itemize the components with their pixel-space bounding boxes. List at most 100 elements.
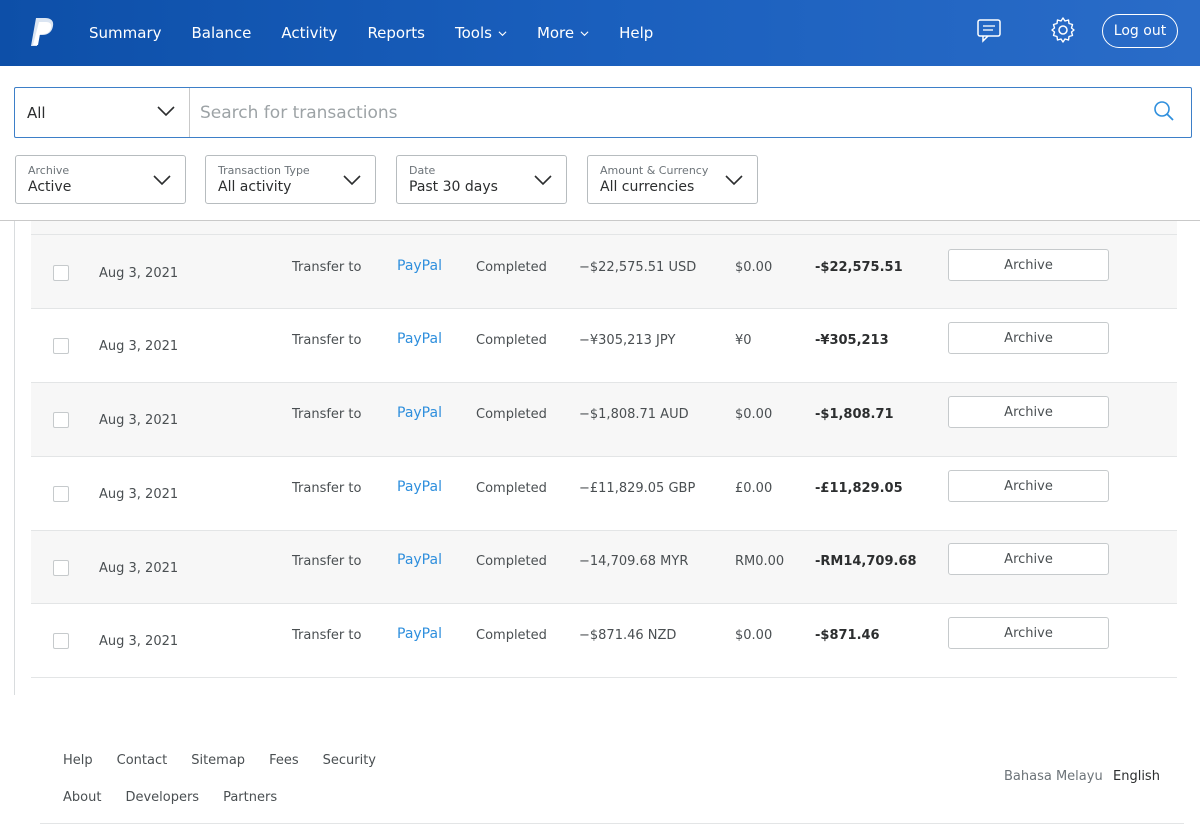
archive-button[interactable]: Archive bbox=[948, 617, 1109, 649]
chevron-down-icon bbox=[153, 175, 171, 186]
archive-button[interactable]: Archive bbox=[948, 396, 1109, 428]
archive-button[interactable]: Archive bbox=[948, 322, 1109, 354]
nav-help[interactable]: Help bbox=[619, 24, 654, 42]
gross-amount: −$1,808.71 AUD bbox=[579, 407, 689, 422]
filter-date[interactable]: Date Past 30 days bbox=[396, 155, 567, 204]
footer-link-developers[interactable]: Developers bbox=[125, 790, 200, 805]
search-icon[interactable] bbox=[1153, 100, 1175, 122]
counterparty-link[interactable]: PayPal bbox=[397, 479, 442, 495]
filter-amount-currency[interactable]: Amount & Currency All currencies bbox=[587, 155, 758, 204]
search-scope-select[interactable]: All bbox=[15, 88, 190, 137]
table-row[interactable]: Aug 3, 2021 Transfer to PayPal Completed… bbox=[31, 604, 1177, 678]
gross-amount: −14,709.68 MYR bbox=[579, 554, 689, 569]
nav-tools[interactable]: Tools bbox=[455, 24, 507, 42]
nav-reports[interactable]: Reports bbox=[367, 24, 425, 42]
footer-divider bbox=[40, 823, 1184, 824]
chevron-down-icon bbox=[157, 106, 175, 117]
transaction-status: Completed bbox=[476, 260, 547, 275]
transaction-search-bar: All bbox=[14, 87, 1192, 138]
filter-transaction-type[interactable]: Transaction Type All activity bbox=[205, 155, 376, 204]
archive-button[interactable]: Archive bbox=[948, 249, 1109, 281]
net-amount: -£11,829.05 bbox=[815, 481, 903, 496]
row-checkbox[interactable] bbox=[53, 265, 69, 281]
transaction-type: Transfer to bbox=[292, 333, 362, 348]
settings-gear-icon[interactable] bbox=[1049, 16, 1077, 44]
counterparty-link[interactable]: PayPal bbox=[397, 258, 442, 274]
footer-link-partners[interactable]: Partners bbox=[223, 790, 278, 805]
counterparty-link[interactable]: PayPal bbox=[397, 552, 442, 568]
footer-link-security[interactable]: Security bbox=[322, 753, 376, 768]
footer-link-help[interactable]: Help bbox=[63, 753, 93, 768]
fee-amount: £0.00 bbox=[735, 481, 773, 496]
fee-amount: ¥0 bbox=[735, 333, 752, 348]
transaction-date: Aug 3, 2021 bbox=[99, 266, 179, 281]
footer-link-contact[interactable]: Contact bbox=[116, 753, 168, 768]
table-row[interactable]: Aug 3, 2021 Transfer to PayPal Completed… bbox=[31, 235, 1177, 309]
language-bahasa-melayu[interactable]: Bahasa Melayu bbox=[1004, 769, 1103, 784]
gross-amount: −$871.46 NZD bbox=[579, 628, 677, 643]
transaction-status: Completed bbox=[476, 407, 547, 422]
table-row[interactable]: Aug 3, 2021 Transfer to PayPal Completed… bbox=[31, 383, 1177, 457]
chevron-down-icon bbox=[534, 175, 552, 186]
counterparty-link[interactable]: PayPal bbox=[397, 626, 442, 642]
transaction-status: Completed bbox=[476, 481, 547, 496]
transaction-date: Aug 3, 2021 bbox=[99, 339, 179, 354]
footer-link-sitemap[interactable]: Sitemap bbox=[191, 753, 246, 768]
transaction-date: Aug 3, 2021 bbox=[99, 561, 179, 576]
gross-amount: −£11,829.05 GBP bbox=[579, 481, 696, 496]
table-row[interactable]: Aug 3, 2021 Transfer to PayPal Completed… bbox=[31, 457, 1177, 531]
net-amount: -¥305,213 bbox=[815, 333, 889, 348]
transaction-status: Completed bbox=[476, 554, 547, 569]
transaction-status: Completed bbox=[476, 628, 547, 643]
transaction-type: Transfer to bbox=[292, 628, 362, 643]
main-nav: Summary Balance Activity Reports Tools M… bbox=[89, 0, 683, 66]
gross-amount: −¥305,213 JPY bbox=[579, 333, 676, 348]
nav-balance[interactable]: Balance bbox=[191, 24, 252, 42]
message-center-icon[interactable] bbox=[975, 16, 1003, 44]
counterparty-link[interactable]: PayPal bbox=[397, 405, 442, 421]
row-checkbox[interactable] bbox=[53, 560, 69, 576]
search-input[interactable] bbox=[190, 88, 1191, 137]
filter-divider bbox=[0, 220, 1200, 221]
transaction-date: Aug 3, 2021 bbox=[99, 634, 179, 649]
chevron-down-icon bbox=[725, 175, 743, 186]
transaction-type: Transfer to bbox=[292, 407, 362, 422]
footer-link-fees[interactable]: Fees bbox=[269, 753, 299, 768]
footer-links-primary: Help Contact Sitemap Fees Security bbox=[63, 753, 400, 768]
language-english[interactable]: English bbox=[1113, 769, 1160, 784]
counterparty-link[interactable]: PayPal bbox=[397, 331, 442, 347]
row-checkbox[interactable] bbox=[53, 486, 69, 502]
transaction-type: Transfer to bbox=[292, 481, 362, 496]
archive-button[interactable]: Archive bbox=[948, 543, 1109, 575]
row-checkbox[interactable] bbox=[53, 338, 69, 354]
table-row[interactable]: Aug 3, 2021 Transfer to PayPal Completed… bbox=[31, 531, 1177, 604]
net-amount: -$1,808.71 bbox=[815, 407, 894, 422]
table-row[interactable]: Aug 3, 2021 Transfer to PayPal Completed… bbox=[31, 309, 1177, 383]
archive-button[interactable]: Archive bbox=[948, 470, 1109, 502]
net-amount: -$871.46 bbox=[815, 628, 880, 643]
previous-row-edge bbox=[31, 221, 1177, 235]
footer-links-secondary: About Developers Partners bbox=[63, 790, 301, 805]
transaction-date: Aug 3, 2021 bbox=[99, 487, 179, 502]
transaction-type: Transfer to bbox=[292, 554, 362, 569]
paypal-logo[interactable] bbox=[30, 16, 56, 48]
fee-amount: $0.00 bbox=[735, 260, 773, 275]
nav-activity[interactable]: Activity bbox=[281, 24, 338, 42]
chevron-down-icon bbox=[498, 30, 507, 36]
filter-archive[interactable]: Archive Active bbox=[15, 155, 186, 204]
transaction-date: Aug 3, 2021 bbox=[99, 413, 179, 428]
transactions-table: Aug 3, 2021 Transfer to PayPal Completed… bbox=[14, 221, 1200, 695]
logout-button[interactable]: Log out bbox=[1102, 14, 1178, 48]
nav-more[interactable]: More bbox=[537, 24, 589, 42]
gross-amount: −$22,575.51 USD bbox=[579, 260, 697, 275]
footer-link-about[interactable]: About bbox=[63, 790, 102, 805]
net-amount: -RM14,709.68 bbox=[815, 554, 917, 569]
nav-summary[interactable]: Summary bbox=[89, 24, 162, 42]
fee-amount: $0.00 bbox=[735, 628, 773, 643]
row-checkbox[interactable] bbox=[53, 412, 69, 428]
top-navigation-bar: Summary Balance Activity Reports Tools M… bbox=[0, 0, 1200, 66]
chevron-down-icon bbox=[580, 30, 589, 36]
chevron-down-icon bbox=[343, 175, 361, 186]
fee-amount: $0.00 bbox=[735, 407, 773, 422]
row-checkbox[interactable] bbox=[53, 633, 69, 649]
